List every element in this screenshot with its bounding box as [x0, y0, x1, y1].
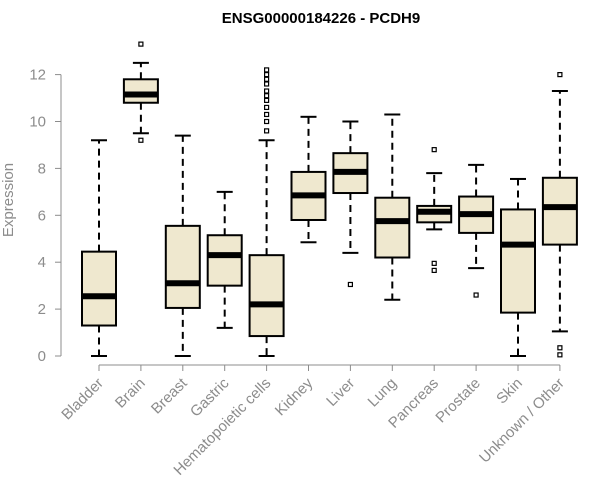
box-unknown-other	[541, 71, 578, 358]
outlier-point	[264, 88, 270, 94]
box-bladder	[81, 139, 117, 357]
outlier-point	[264, 118, 270, 125]
outlier-point	[431, 260, 437, 266]
outlier-point	[264, 93, 270, 99]
box-pancreas	[416, 147, 453, 274]
outlier-point	[264, 81, 270, 87]
x-tick-label: Prostate	[432, 375, 484, 427]
y-axis: 0 2 4 6 8 10 12	[29, 67, 62, 365]
box-brain	[122, 41, 159, 143]
outlier-point	[264, 128, 270, 134]
outlier-point	[264, 71, 270, 78]
y-tick-label: 6	[38, 207, 46, 224]
y-axis-label: Expression	[0, 163, 17, 237]
outlier-point	[557, 352, 563, 358]
y-tick-label: 0	[38, 348, 46, 365]
box-iqr	[541, 176, 578, 246]
chart-title: ENSG00000184226 - PCDH9	[222, 10, 420, 27]
outlier-point	[264, 111, 270, 118]
box-liver	[332, 120, 369, 288]
x-tick-label: Liver	[323, 375, 358, 410]
outlier-point	[264, 97, 270, 103]
box-iqr	[206, 234, 243, 287]
x-tick-label: Breast	[148, 374, 191, 417]
x-tick-label: Lung	[365, 375, 401, 411]
y-tick-label: 12	[29, 67, 46, 84]
box-hematopoietic-cells	[248, 67, 285, 357]
outlier-point	[557, 345, 563, 351]
boxes-group	[81, 41, 578, 358]
box-iqr	[122, 78, 159, 104]
outlier-point	[473, 292, 479, 298]
x-tick-label: Kidney	[272, 374, 317, 419]
box-iqr	[374, 196, 411, 259]
box-skin	[500, 177, 536, 357]
box-kidney	[290, 115, 327, 244]
outlier-point	[431, 267, 437, 274]
box-prostate	[458, 163, 495, 298]
box-breast	[164, 134, 201, 357]
y-tick-label: 4	[38, 254, 46, 271]
box-iqr	[500, 208, 536, 314]
x-tick-label: Skin	[493, 375, 526, 408]
box-iqr	[164, 224, 201, 309]
x-tick-label: Brain	[112, 375, 149, 412]
y-tick-label: 10	[29, 114, 46, 131]
outlier-point	[264, 104, 270, 111]
outlier-point	[264, 76, 270, 82]
outlier-point	[431, 147, 437, 153]
outlier-point	[138, 41, 144, 47]
outlier-point	[347, 281, 353, 288]
y-tick-label: 8	[38, 160, 46, 177]
box-lung	[374, 113, 411, 301]
box-gastric	[206, 190, 243, 329]
x-tick-label: Bladder	[58, 375, 107, 424]
box-iqr	[248, 254, 285, 338]
box-iqr	[81, 250, 117, 327]
outlier-point	[138, 137, 144, 143]
outlier-point	[264, 67, 270, 73]
y-tick-label: 2	[38, 301, 46, 318]
outlier-point	[557, 71, 563, 78]
